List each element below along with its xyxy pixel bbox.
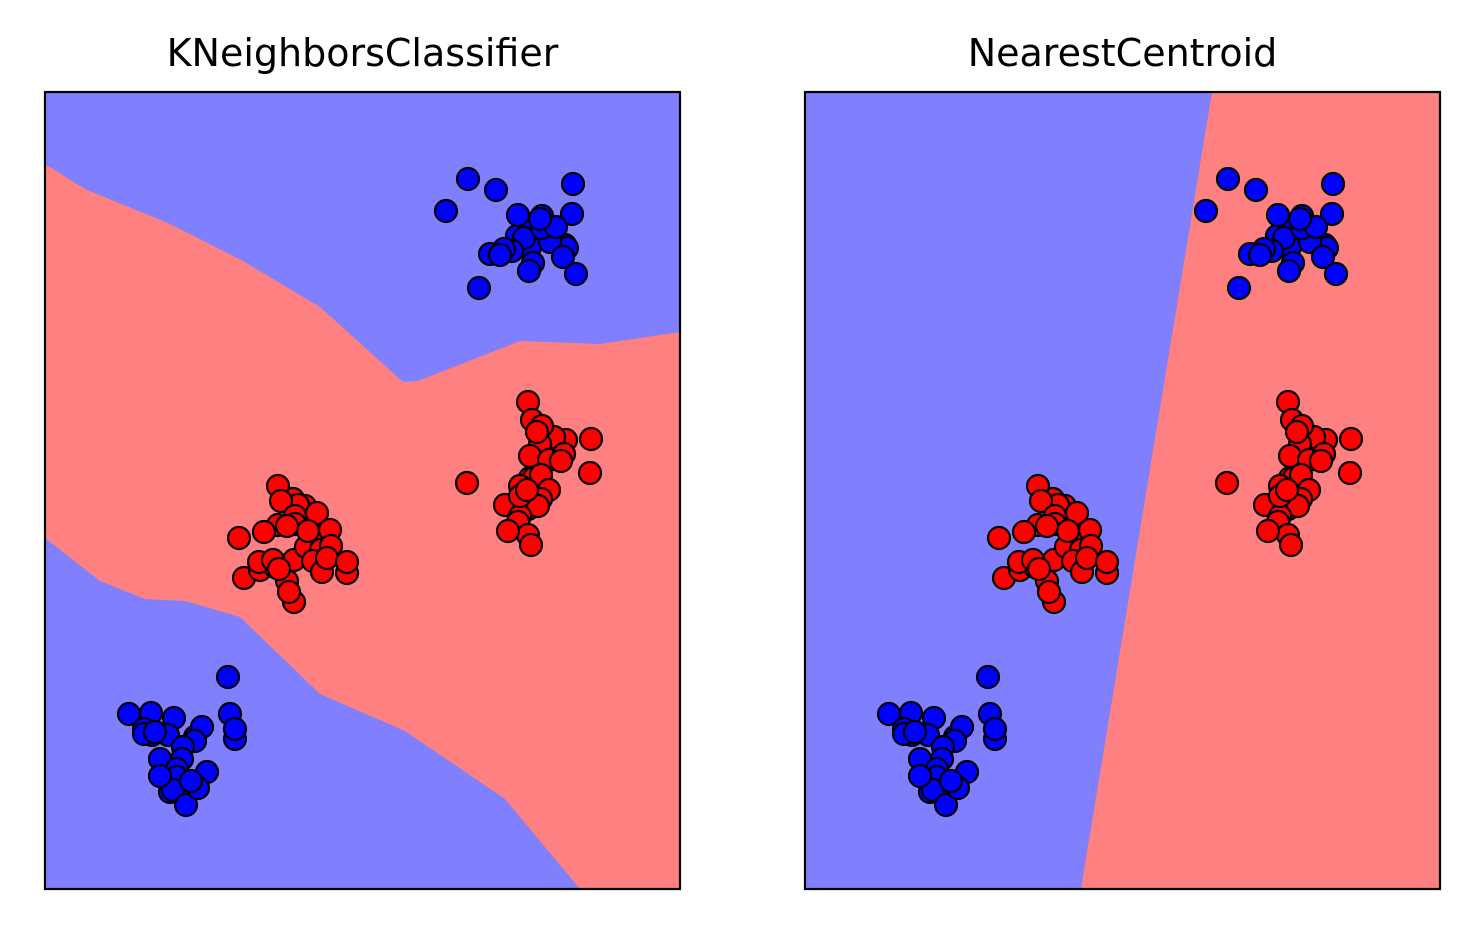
decision-region-blue-0	[45, 92, 680, 382]
data-point-red-31	[514, 477, 540, 503]
decision-region-blue-0	[805, 92, 1212, 889]
data-point-blue-31	[982, 716, 1008, 742]
panel-nearestcentroid: NearestCentroid	[803, 31, 1442, 891]
data-point-red-31	[1274, 477, 1300, 503]
chart-title: KNeighborsClassifier	[167, 31, 559, 75]
data-point-blue-27	[1287, 206, 1313, 232]
data-point-red-29	[495, 518, 521, 544]
data-point-blue-0	[1215, 166, 1241, 192]
data-point-red-19	[548, 448, 574, 474]
data-point-red-38	[276, 579, 302, 605]
data-point-blue-16	[1310, 244, 1336, 270]
decision-regions	[805, 92, 1212, 889]
data-point-blue-1	[1243, 177, 1269, 203]
data-point-red-19	[1308, 448, 1334, 474]
data-point-red-28	[518, 532, 544, 558]
data-point-red-60	[1034, 513, 1060, 539]
data-point-blue-53	[907, 763, 933, 789]
data-point-red-46	[268, 488, 294, 514]
data-point-red-60	[274, 513, 300, 539]
data-point-blue-50	[173, 792, 199, 818]
data-point-blue-52	[938, 768, 964, 794]
data-point-red-58	[266, 556, 292, 582]
data-point-blue-17	[563, 261, 589, 287]
data-point-blue-53	[147, 763, 173, 789]
axes-frame	[43, 90, 682, 891]
panel-kneighbors: KNeighborsClassifier	[43, 31, 682, 891]
data-point-blue-26	[1276, 258, 1302, 284]
data-point-blue-1	[483, 177, 509, 203]
data-point-red-24	[1214, 470, 1240, 496]
data-point-blue-6	[1319, 201, 1345, 227]
data-point-red-2	[1337, 460, 1363, 486]
data-point-blue-55	[902, 719, 928, 745]
data-point-blue-27	[527, 206, 553, 232]
data-point-blue-28	[215, 664, 241, 690]
data-point-red-29	[1255, 518, 1281, 544]
data-point-blue-25	[1247, 242, 1273, 268]
data-point-red-28	[1278, 532, 1304, 558]
chart-title: NearestCentroid	[968, 31, 1278, 75]
data-point-blue-25	[487, 242, 513, 268]
data-point-blue-0	[455, 166, 481, 192]
data-point-red-63	[314, 545, 340, 571]
data-point-red-64	[334, 549, 360, 575]
data-points	[876, 166, 1364, 818]
data-points	[116, 166, 604, 818]
data-point-red-53	[295, 518, 321, 544]
data-point-red-58	[1026, 556, 1052, 582]
data-point-blue-6	[559, 201, 585, 227]
data-point-blue-5	[1226, 275, 1252, 301]
data-point-blue-50	[933, 792, 959, 818]
data-point-blue-31	[222, 716, 248, 742]
data-point-red-1	[1338, 426, 1364, 452]
data-point-red-8	[524, 419, 550, 445]
data-point-blue-3	[1193, 198, 1219, 224]
data-point-red-24	[454, 470, 480, 496]
data-point-red-1	[578, 426, 604, 452]
axes-frame	[803, 90, 1442, 891]
data-point-red-2	[577, 460, 603, 486]
data-point-blue-22	[1265, 202, 1291, 228]
data-point-blue-26	[516, 258, 542, 284]
data-point-blue-52	[178, 768, 204, 794]
data-point-red-38	[1036, 579, 1062, 605]
data-point-red-40	[986, 525, 1012, 551]
data-point-blue-28	[975, 664, 1001, 690]
data-point-red-53	[1055, 518, 1081, 544]
data-point-red-64	[1094, 549, 1120, 575]
data-point-blue-22	[505, 202, 531, 228]
data-point-blue-2	[560, 171, 586, 197]
data-point-blue-2	[1320, 171, 1346, 197]
data-point-red-8	[1284, 419, 1310, 445]
data-point-red-59	[251, 519, 277, 545]
data-point-red-46	[1028, 488, 1054, 514]
data-point-red-63	[1074, 545, 1100, 571]
data-point-blue-55	[142, 719, 168, 745]
data-point-blue-3	[433, 198, 459, 224]
data-point-blue-17	[1323, 261, 1349, 287]
data-point-blue-16	[550, 244, 576, 270]
data-point-blue-5	[466, 275, 492, 301]
data-point-red-40	[226, 525, 252, 551]
data-point-red-59	[1011, 519, 1037, 545]
